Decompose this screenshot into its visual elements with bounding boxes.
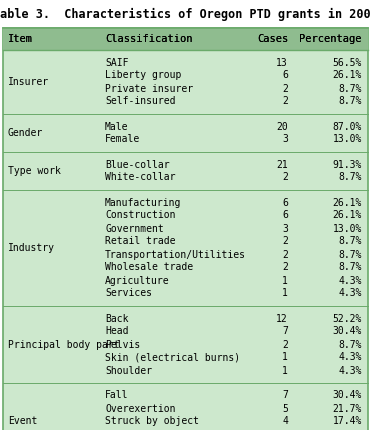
Text: Table 3.  Characteristics of Oregon PTD grants in 2002: Table 3. Characteristics of Oregon PTD g…	[0, 7, 371, 21]
Bar	[3, 28, 368, 50]
Text: Gender: Gender	[8, 128, 43, 138]
Text: 2: 2	[282, 83, 288, 93]
Text: Shoulder: Shoulder	[105, 366, 152, 375]
Text: 8.7%: 8.7%	[338, 249, 362, 259]
Text: 3: 3	[282, 224, 288, 233]
Text: Pelvis: Pelvis	[105, 340, 140, 350]
Text: 20: 20	[276, 122, 288, 132]
Text: Percentage: Percentage	[299, 34, 362, 44]
Text: Blue-collar: Blue-collar	[105, 160, 170, 169]
Text: Industry: Industry	[8, 243, 55, 253]
Text: Female: Female	[105, 135, 140, 144]
Text: 17.4%: 17.4%	[333, 417, 362, 427]
Text: Insurer: Insurer	[8, 77, 49, 87]
Text: 30.4%: 30.4%	[333, 390, 362, 400]
Text: White-collar: White-collar	[105, 172, 175, 182]
Text: 13.0%: 13.0%	[333, 224, 362, 233]
Text: 8.7%: 8.7%	[338, 96, 362, 107]
Text: Government: Government	[105, 224, 164, 233]
Text: Item: Item	[8, 34, 33, 44]
Text: Principal body part: Principal body part	[8, 340, 119, 350]
Text: 6: 6	[282, 197, 288, 208]
Text: Cases: Cases	[257, 34, 288, 44]
Text: Skin (electrical burns): Skin (electrical burns)	[105, 353, 240, 362]
Text: SAIF: SAIF	[105, 58, 128, 68]
Text: Overexertion: Overexertion	[105, 403, 175, 414]
Text: Retail trade: Retail trade	[105, 237, 175, 246]
Text: 4.3%: 4.3%	[338, 353, 362, 362]
Text: 4.3%: 4.3%	[338, 366, 362, 375]
Text: 4: 4	[282, 417, 288, 427]
Text: 3: 3	[282, 135, 288, 144]
Text: Construction: Construction	[105, 211, 175, 221]
Text: Liberty group: Liberty group	[105, 71, 181, 80]
Text: 2: 2	[282, 237, 288, 246]
Text: 56.5%: 56.5%	[333, 58, 362, 68]
Text: 1: 1	[282, 276, 288, 286]
Text: 4.3%: 4.3%	[338, 289, 362, 298]
Text: 30.4%: 30.4%	[333, 326, 362, 337]
Text: 4.3%: 4.3%	[338, 276, 362, 286]
Text: 6: 6	[282, 211, 288, 221]
Text: 8.7%: 8.7%	[338, 172, 362, 182]
Text: 1: 1	[282, 353, 288, 362]
Text: Item: Item	[8, 34, 33, 44]
Text: 52.2%: 52.2%	[333, 313, 362, 323]
Text: 2: 2	[282, 249, 288, 259]
Text: 8.7%: 8.7%	[338, 83, 362, 93]
Text: 2: 2	[282, 262, 288, 273]
Text: Transportation/Utilities: Transportation/Utilities	[105, 249, 246, 259]
Text: Back: Back	[105, 313, 128, 323]
Text: Cases: Cases	[257, 34, 288, 44]
Text: Private insurer: Private insurer	[105, 83, 193, 93]
Text: 2: 2	[282, 172, 288, 182]
Text: Wholesale trade: Wholesale trade	[105, 262, 193, 273]
Text: Agriculture: Agriculture	[105, 276, 170, 286]
Text: 8.7%: 8.7%	[338, 340, 362, 350]
Text: Event: Event	[8, 417, 37, 427]
Text: Classification: Classification	[105, 34, 193, 44]
Text: 26.1%: 26.1%	[333, 197, 362, 208]
Text: Percentage: Percentage	[299, 34, 362, 44]
Text: 13.0%: 13.0%	[333, 135, 362, 144]
Text: 7: 7	[282, 390, 288, 400]
Bar	[3, 28, 368, 50]
Text: 1: 1	[282, 366, 288, 375]
Text: Self-insured: Self-insured	[105, 96, 175, 107]
Text: Type work: Type work	[8, 166, 61, 176]
Text: 7: 7	[282, 326, 288, 337]
Text: 6: 6	[282, 71, 288, 80]
Text: Fall: Fall	[105, 390, 128, 400]
Text: 2: 2	[282, 96, 288, 107]
Text: Services: Services	[105, 289, 152, 298]
Text: Classification: Classification	[105, 34, 193, 44]
Text: 26.1%: 26.1%	[333, 71, 362, 80]
Text: 12: 12	[276, 313, 288, 323]
Text: 87.0%: 87.0%	[333, 122, 362, 132]
Text: Struck by object: Struck by object	[105, 417, 199, 427]
Text: Manufacturing: Manufacturing	[105, 197, 181, 208]
Text: 2: 2	[282, 340, 288, 350]
Text: 21.7%: 21.7%	[333, 403, 362, 414]
Text: 8.7%: 8.7%	[338, 237, 362, 246]
Text: 21: 21	[276, 160, 288, 169]
Text: 13: 13	[276, 58, 288, 68]
Text: 1: 1	[282, 289, 288, 298]
Text: 91.3%: 91.3%	[333, 160, 362, 169]
Text: 26.1%: 26.1%	[333, 211, 362, 221]
Text: 8.7%: 8.7%	[338, 262, 362, 273]
Text: Male: Male	[105, 122, 128, 132]
Text: Head: Head	[105, 326, 128, 337]
Text: 5: 5	[282, 403, 288, 414]
